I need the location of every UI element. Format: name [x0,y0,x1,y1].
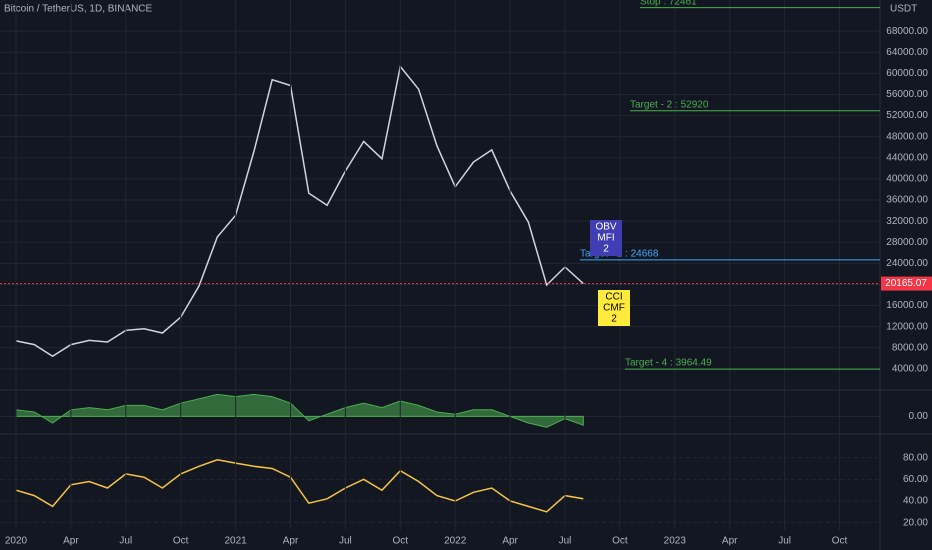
y-tick-label: 56000.00 [886,89,928,100]
indicator-text: 2 [611,314,617,325]
y-tick-label: 8000.00 [892,342,929,353]
y-tick-label: 80.00 [903,452,928,463]
x-tick-label: Jul [339,536,352,547]
y-tick-label: 48000.00 [886,131,928,142]
y-tick-label: 64000.00 [886,47,928,58]
target-label: Target - 4 : 3964.49 [625,358,712,369]
y-tick-label: 44000.00 [886,152,928,163]
x-tick-label: Jul [559,536,572,547]
target-label: Target - 2 : 52920 [630,99,709,110]
y-tick-label: 36000.00 [886,195,928,206]
indicator-box [590,220,622,256]
y-tick-label: 12000.00 [886,321,928,332]
y-tick-label: 40.00 [903,496,928,507]
y-axis-label: USDT [890,4,917,15]
price-line [15,64,584,358]
momentum-area [15,393,584,428]
x-tick-label: 2020 [5,536,28,547]
x-tick-label: 2023 [664,536,687,547]
x-tick-label: 2021 [224,536,247,547]
indicator-text: 2 [603,244,609,255]
y-tick-label: 32000.00 [886,216,928,227]
y-tick-label: 52000.00 [886,110,928,121]
price-line [15,459,584,513]
y-tick-label: 4000.00 [892,364,929,375]
x-tick-label: Apr [722,536,738,547]
last-price-tag [881,276,932,291]
x-tick-label: Jul [119,536,132,547]
x-tick-label: Apr [502,536,518,547]
x-tick-label: Oct [612,536,628,547]
indicator-text: OBV [595,222,616,233]
x-tick-label: Apr [283,536,299,547]
x-tick-label: Oct [832,536,848,547]
y-tick-label: 40000.00 [886,174,928,185]
x-tick-label: Oct [173,536,189,547]
y-tick-label: 60000.00 [886,68,928,79]
chart-title: Bitcoin / TetherUS, 1D, BINANCE [4,4,153,15]
y-tick-label: 20.00 [903,517,928,528]
target-label: Stop : 72461 [640,0,697,7]
y-tick-label: 0.00 [909,411,929,422]
x-tick-label: Apr [63,536,79,547]
indicator-text: CCI [605,292,622,303]
last-price-label: 20165.07 [885,278,927,289]
y-tick-label: 16000.00 [886,300,928,311]
y-tick-label: 28000.00 [886,237,928,248]
y-tick-label: 24000.00 [886,258,928,269]
x-tick-label: Jul [778,536,791,547]
indicator-box [598,290,630,326]
x-tick-label: Oct [393,536,409,547]
y-tick-label: 60.00 [903,474,928,485]
y-tick-label: 68000.00 [886,26,928,37]
indicator-text: CMF [603,303,625,314]
indicator-text: MFI [597,233,614,244]
x-tick-label: 2022 [444,536,467,547]
